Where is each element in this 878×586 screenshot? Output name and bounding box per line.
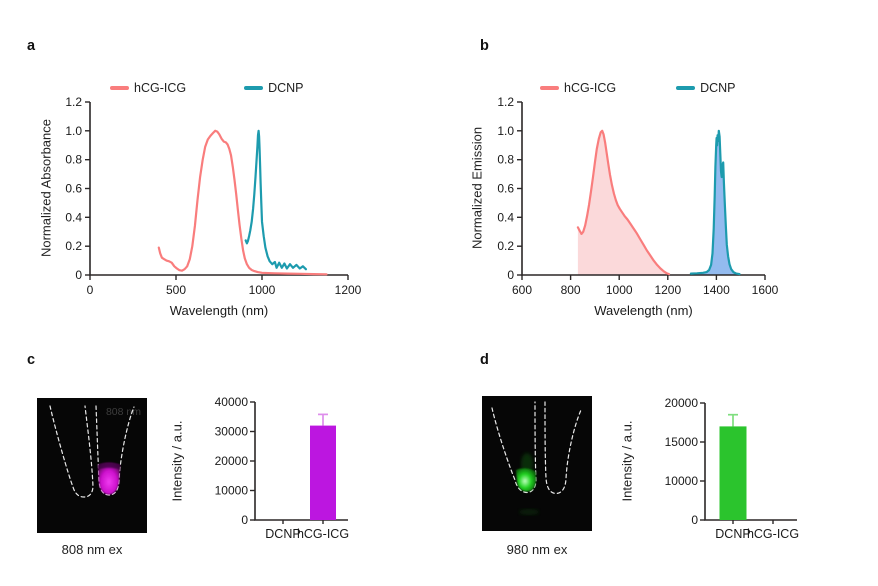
y-tick-label: 0.4 xyxy=(497,210,514,224)
series-line-hcg-icg xyxy=(576,129,671,276)
dcnp-line-swatch xyxy=(244,86,264,90)
category-label-dcnp: DCNP xyxy=(265,527,300,541)
y-tick-label: 1.2 xyxy=(65,95,82,109)
x-tick-label: 800 xyxy=(561,283,581,297)
panel-c-ylabel: Intensity / a.u. xyxy=(169,420,185,502)
fluorescence-image-980nm xyxy=(482,396,592,531)
y-tick-label: 0.2 xyxy=(497,239,514,253)
y-tick-label: 0.6 xyxy=(65,182,82,196)
green-glow xyxy=(516,468,536,492)
category-label-dcnp: DCNP xyxy=(715,527,750,541)
y-tick-label: 0.6 xyxy=(497,182,514,196)
axes xyxy=(89,102,348,276)
legend-entry-dcnp: DCNP xyxy=(676,81,736,95)
hcg-icg-line-swatch xyxy=(110,86,129,90)
category-label-hcg-icg: hCG-ICG xyxy=(297,527,349,541)
x-tick-label: 1200 xyxy=(654,283,681,297)
y-tick-label: 0.8 xyxy=(65,153,82,167)
image-background xyxy=(482,396,592,531)
panel-b-ylabel: Normalized Emission xyxy=(469,126,485,250)
legend-entry-hcg-icg: hCG-ICG xyxy=(110,81,186,95)
y-tick-label: 1.0 xyxy=(65,124,82,138)
panel-c-caption: 808 nm ex xyxy=(61,542,123,557)
dcnp-line-swatch xyxy=(676,86,696,90)
x-tick-label: 1000 xyxy=(249,283,276,297)
absorbance-chart: 0 0.2 0.4 0.6 0.8 1.0 1.2 0 500 1000 1200 Wavelengt… xyxy=(65,95,362,318)
y-tick-label: 10000 xyxy=(215,484,249,498)
panel-b-legend: hCG-ICG DCNP xyxy=(540,81,736,95)
panel-d-caption: 980 nm ex xyxy=(506,542,568,557)
hcg-icg-line-swatch xyxy=(540,86,559,90)
fluorescence-image-808nm: 808 nm xyxy=(37,398,147,533)
legend-entry-dcnp: DCNP xyxy=(244,81,304,95)
panel-a-ylabel: Normalized Absorbance xyxy=(38,118,54,258)
tube-outline-right xyxy=(95,405,135,496)
y-tick-label: 1.2 xyxy=(497,95,514,109)
legend-label-dcnp: DCNP xyxy=(700,81,736,95)
glow-meniscus xyxy=(98,462,120,470)
bar-dcnp xyxy=(719,426,747,520)
y-tick-label: 0 xyxy=(507,268,514,282)
magenta-glow xyxy=(98,462,120,495)
legend-label-dcnp: DCNP xyxy=(268,81,304,95)
series-line-dcnp xyxy=(244,129,307,271)
y-tick-label: 15000 xyxy=(665,435,699,449)
x-tick-label: 600 xyxy=(512,283,532,297)
y-tick-label: 1.0 xyxy=(497,124,514,138)
y-tick-label: 20000 xyxy=(665,396,699,410)
x-tick-label: 500 xyxy=(166,283,186,297)
y-tick-label: 0.4 xyxy=(65,210,82,224)
series-fill-hcg-icg xyxy=(577,130,669,275)
tube-outline-left xyxy=(491,401,537,494)
panel-a-label: a xyxy=(27,38,36,54)
x-tick-label: 0 xyxy=(87,283,94,297)
panel-d-ylabel: Intensity / a.u. xyxy=(619,420,635,502)
x-tick-label: 1200 xyxy=(335,283,362,297)
bar-hcg-icg xyxy=(310,425,336,520)
panel-c-label: c xyxy=(27,352,36,368)
panel-d-label: d xyxy=(480,352,489,368)
y-tick-label: 10000 xyxy=(665,474,699,488)
tube-outline-right xyxy=(544,401,582,495)
y-tick-label: 0 xyxy=(75,268,82,282)
panel-a-legend: hCG-ICG DCNP xyxy=(110,81,304,95)
legend-entry-hcg-icg: hCG-ICG xyxy=(540,81,616,95)
legend-label-hcg-icg: hCG-ICG xyxy=(564,81,617,95)
y-tick-label: 0 xyxy=(241,513,248,527)
x-axis-title: Wavelength (nm) xyxy=(170,303,269,318)
tube-outline-left xyxy=(49,405,94,498)
axes xyxy=(704,403,797,521)
x-axis-title: Wavelength (nm) xyxy=(594,303,693,318)
series-line-hcg-icg xyxy=(157,129,328,276)
y-tick-label: 0 xyxy=(691,513,698,527)
emission-chart: 0 0.2 0.4 0.6 0.8 1.0 1.2 600 800 1000 1200 1400 160… xyxy=(497,95,779,318)
x-tick-label: 1600 xyxy=(752,283,779,297)
x-tick-label: 1400 xyxy=(703,283,730,297)
series-line-dcnp xyxy=(689,129,741,276)
y-tick-label: 20000 xyxy=(215,454,249,468)
y-tick-label: 40000 xyxy=(215,395,249,409)
category-label-hcg-icg: hCG-ICG xyxy=(747,527,799,541)
y-tick-label: 30000 xyxy=(215,425,249,439)
panel-b-label: b xyxy=(480,38,489,54)
y-tick-label: 0.2 xyxy=(65,239,82,253)
glow-reflection xyxy=(519,509,539,515)
image-overlay-text: 808 nm xyxy=(106,406,141,418)
y-tick-label: 0.8 xyxy=(497,153,514,167)
x-tick-label: 1000 xyxy=(606,283,633,297)
legend-label-hcg-icg: hCG-ICG xyxy=(134,81,187,95)
